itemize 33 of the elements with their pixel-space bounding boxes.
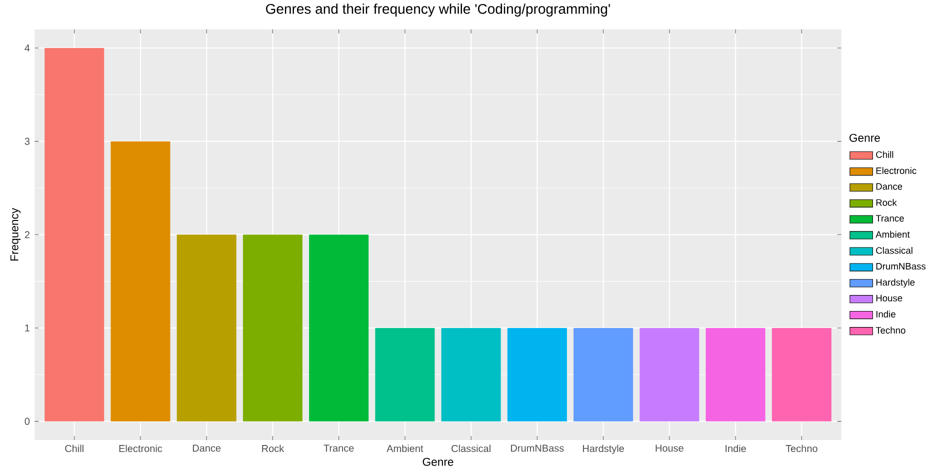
legend-label: Electronic [876, 167, 916, 174]
y-tick-label: 4 [24, 44, 30, 52]
y-tick-label: 0 [24, 418, 30, 425]
x-tick-label: Hardstyle [583, 444, 624, 454]
x-tick-label: Classical [452, 444, 490, 452]
x-tick-label: DrumNBass [511, 444, 564, 452]
y-tick-label: 2 [24, 231, 30, 238]
legend-label: Chill [876, 151, 894, 158]
chart-title: Genres and their frequency while 'Coding/programming' [266, 4, 610, 17]
legend-label: Techno [876, 326, 906, 334]
x-tick-label: Trance [324, 444, 354, 452]
legend-label: Indie [876, 310, 896, 318]
y-tick-label: 3 [24, 138, 30, 145]
x-tick-label: Chill [65, 444, 84, 452]
legend-label: Hardstyle [876, 278, 915, 288]
x-tick-label: Dance [192, 444, 221, 452]
x-axis-title: Genre [422, 458, 454, 466]
x-tick-label: Techno [786, 444, 818, 452]
x-tick-label: Electronic [119, 444, 162, 452]
x-tick-label: Rock [262, 444, 284, 452]
y-axis-title: Frequency [10, 208, 21, 261]
x-tick-label: Indie [726, 444, 746, 452]
legend-title: Genre [850, 134, 880, 142]
legend-label: Dance [876, 183, 902, 190]
legend-label: DrumNBass [876, 263, 926, 270]
x-tick-label: Ambient [386, 444, 424, 452]
legend-label: Classical [876, 246, 912, 254]
legend-label: House [876, 294, 902, 302]
legend-label: Trance [876, 215, 904, 222]
x-tick-label: House [656, 444, 684, 452]
legend-label: Rock [876, 199, 897, 206]
legend-label: Ambient [876, 230, 910, 238]
y-tick-label: 1 [25, 324, 30, 332]
